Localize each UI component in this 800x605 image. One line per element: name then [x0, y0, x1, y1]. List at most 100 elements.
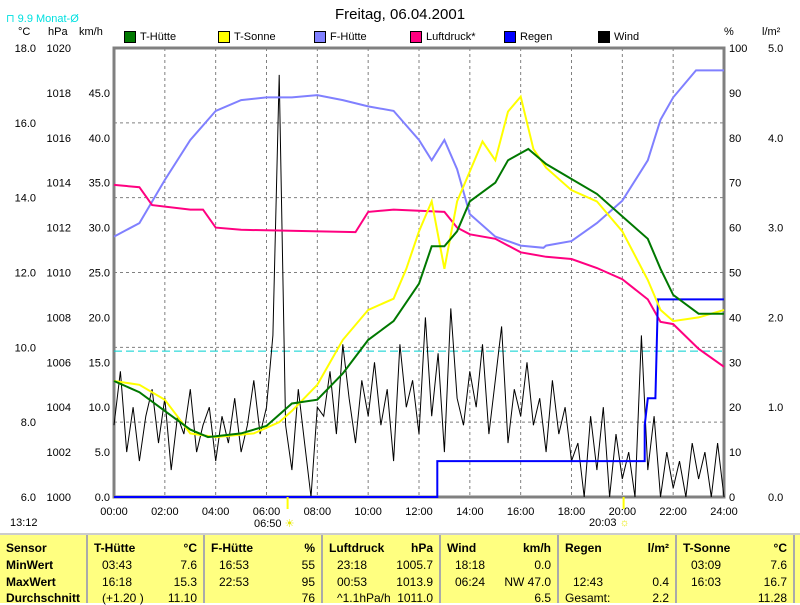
tick-label-time: 22:00	[659, 506, 687, 518]
tick-label-time: 14:00	[456, 506, 484, 518]
tick-label-lm2: 5.0	[768, 43, 783, 55]
statistics-table: Sensor MinWert MaxWert Durchschnitt T-Hütte °…	[0, 533, 800, 605]
series-tsonne-line	[113, 94, 725, 439]
tick-label-kmh: 30.0	[89, 223, 110, 235]
row-label: Durchschnitt	[6, 591, 81, 605]
tick-label-celsius: 12.0	[15, 268, 36, 280]
cell-time: 00:53	[337, 575, 368, 589]
sun-icon: ☀	[281, 518, 295, 530]
tick-label-percent: 50	[729, 268, 741, 280]
table-column: Wind km/h 18:18 0.0 06:24 NW 47.0 6.5	[441, 535, 559, 605]
sunrise-time: 06:50 ☀	[254, 517, 294, 530]
legend-swatch	[314, 31, 326, 43]
tick-label-time: 10:00	[354, 506, 382, 518]
tick-label-hpa: 1018	[47, 88, 71, 100]
tick-label-hpa: 1020	[47, 43, 71, 55]
tick-label-kmh: 45.0	[89, 88, 110, 100]
table-column: Regen l/m² 12:43 0.4 Gesamt: 2.2	[559, 535, 677, 605]
tick-label-lm2: 4.0	[768, 133, 783, 145]
legend-label: Wind	[614, 31, 640, 43]
tick-label-kmh: 25.0	[89, 268, 110, 280]
tick-label-hpa: 1010	[47, 268, 71, 280]
cell-time: 23:18	[337, 558, 368, 572]
month-average-text: 9.9 Monat-Ø	[17, 13, 79, 25]
cell-time: 06:24	[455, 575, 486, 589]
sunrise-marker	[286, 497, 289, 509]
unit-hpa: hPa	[48, 26, 68, 38]
cell-time: 16:18	[102, 575, 133, 589]
tick-label-kmh: 35.0	[89, 178, 110, 190]
cell-value: 0.0	[534, 558, 551, 572]
month-average-icon: ⊓	[6, 13, 18, 25]
unit-lm2: l/m²	[762, 26, 781, 38]
tick-label-celsius: 14.0	[15, 193, 36, 205]
column-header: Regen	[565, 541, 602, 555]
tick-label-lm2: 1.0	[768, 402, 783, 414]
legend-label: T-Sonne	[234, 31, 276, 43]
series-wind-line	[113, 74, 725, 498]
tick-label-time: 20:00	[609, 506, 637, 518]
tick-label-hpa: 1014	[47, 178, 71, 190]
tick-label-time: 02:00	[151, 506, 179, 518]
legend-item: Luftdruck*	[410, 31, 476, 43]
column-header: Luftdruck	[329, 541, 385, 555]
cell-value: 1005.7	[396, 558, 433, 572]
cell-value: 15.3	[173, 575, 197, 589]
column-header: F-Hütte	[211, 541, 253, 555]
tick-label-time: 06:00	[253, 506, 281, 518]
tick-label-kmh: 20.0	[89, 312, 110, 324]
month-average-label: ⊓ 9.9 Monat-Ø	[6, 12, 79, 25]
tick-label-time: 04:00	[202, 506, 230, 518]
cell-time: 03:09	[691, 558, 722, 572]
sunrise-text: 06:50	[254, 518, 282, 530]
unit-celsius: °C	[18, 26, 31, 38]
tick-label-kmh: 0.0	[95, 492, 110, 504]
legend-swatch	[504, 31, 516, 43]
sunset-icon: ☼	[616, 517, 630, 529]
legend-item: T-Sonne	[218, 31, 276, 43]
tick-label-percent: 20	[729, 402, 741, 414]
row-label: MinWert	[6, 558, 54, 572]
cell-value: 1011.0	[397, 591, 433, 605]
tick-label-kmh: 15.0	[89, 357, 110, 369]
cell-time: 18:18	[455, 558, 486, 572]
tick-label-percent: 100	[729, 43, 747, 55]
weather-chart: 18.016.014.012.010.08.06.010201018101610…	[15, 43, 784, 518]
table-column: F-Hütte% 16:53 55 22:53 95 76	[205, 535, 323, 605]
column-unit: km/h	[522, 541, 551, 555]
tick-label-percent: 90	[729, 88, 741, 100]
legend-label: T-Hütte	[140, 31, 177, 43]
column-unit: %	[304, 541, 315, 555]
legend-swatch	[410, 31, 422, 43]
tick-label-kmh: 10.0	[89, 402, 110, 414]
cell-value: 11.28	[757, 591, 787, 605]
cell-time: 22:53	[219, 575, 250, 589]
series-thtte-line	[113, 147, 724, 439]
legend-swatch	[124, 31, 136, 43]
sunset-text: 20:03	[589, 517, 617, 529]
cell-value: 95	[301, 575, 315, 589]
unit-percent: %	[724, 26, 734, 38]
cell-time: (+1.20 )	[102, 591, 144, 605]
tick-label-time: 24:00	[710, 506, 738, 518]
legend-item: T-Hütte	[124, 31, 176, 43]
tick-label-lm2: 3.0	[768, 223, 783, 235]
sunset-time: 20:03 ☼	[589, 517, 630, 529]
cell-time: 16:53	[219, 558, 250, 572]
cell-time: 12:43	[573, 575, 604, 589]
tick-label-celsius: 8.0	[21, 417, 36, 429]
cell-value: 0.4	[652, 575, 669, 589]
tick-label-celsius: 6.0	[21, 492, 36, 504]
table-column: Sensor MinWert MaxWert Durchschnitt	[0, 535, 88, 605]
cell-value: 16.7	[763, 575, 787, 589]
tick-label-time: 08:00	[304, 506, 332, 518]
tick-label-time: 12:00	[405, 506, 433, 518]
tick-label-percent: 0	[729, 492, 735, 504]
column-header: Sensor	[6, 541, 47, 555]
legend-swatch	[218, 31, 230, 43]
tick-label-hpa: 1008	[47, 312, 71, 324]
chart-title: Freitag, 06.04.2001	[334, 6, 466, 23]
tick-label-hpa: 1006	[47, 357, 71, 369]
cell-value: 7.6	[770, 558, 787, 572]
tick-label-percent: 30	[729, 357, 741, 369]
